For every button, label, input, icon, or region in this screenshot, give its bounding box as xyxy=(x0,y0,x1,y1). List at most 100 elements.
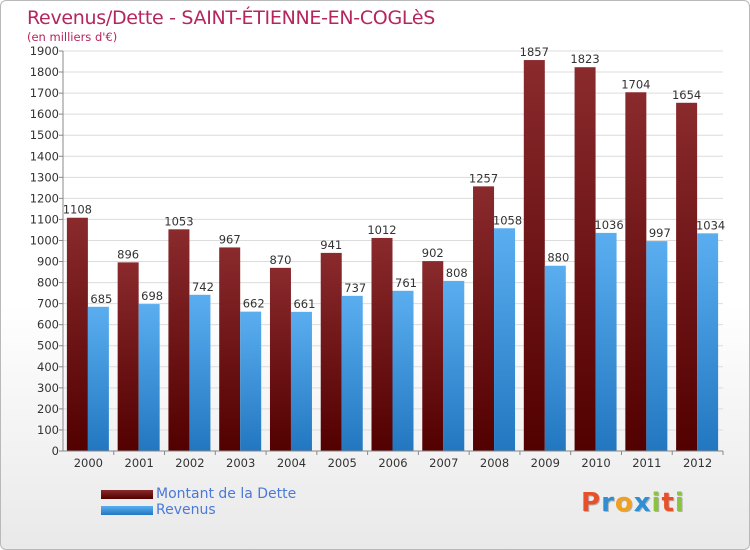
data-label-debt-2012: 1654 xyxy=(672,88,701,102)
legend-swatch-revenus xyxy=(101,506,153,515)
y-tick-label-700: 700 xyxy=(37,297,59,311)
data-label-revenus-2002: 742 xyxy=(192,280,214,294)
logo-letter-3: x xyxy=(633,488,652,518)
data-label-debt-2004: 870 xyxy=(269,253,291,267)
y-tick-label-1000: 1000 xyxy=(30,233,59,247)
bar-debt-2001 xyxy=(117,262,139,451)
x-tick-label-2005: 2005 xyxy=(328,456,357,470)
data-label-debt-2008: 1257 xyxy=(469,171,498,185)
chart-title: Revenus/Dette - SAINT-ÉTIENNE-EN-COGLèS xyxy=(27,7,435,29)
bar-revenus-2001 xyxy=(138,304,160,451)
data-label-revenus-2008: 1058 xyxy=(493,213,522,227)
data-label-debt-2005: 941 xyxy=(320,238,342,252)
data-label-revenus-2012: 1034 xyxy=(696,218,725,232)
y-tick-label-1100: 1100 xyxy=(30,212,59,226)
y-tick-label-200: 200 xyxy=(37,402,59,416)
x-tick-label-2009: 2009 xyxy=(531,456,560,470)
proxiti-logo: Proxiti xyxy=(581,488,685,518)
y-tick-label-300: 300 xyxy=(37,381,59,395)
bar-debt-2004 xyxy=(269,267,291,451)
logo-letter-1: r xyxy=(601,488,615,518)
bar-revenus-2004 xyxy=(290,311,312,451)
y-tick-label-1800: 1800 xyxy=(30,65,59,79)
bar-debt-2007 xyxy=(422,261,444,451)
bar-debt-2003 xyxy=(219,247,241,451)
x-tick-label-2008: 2008 xyxy=(480,456,509,470)
x-tick-label-2001: 2001 xyxy=(125,456,154,470)
bar-revenus-2012 xyxy=(697,233,719,451)
data-label-revenus-2009: 880 xyxy=(547,251,569,265)
y-tick-label-900: 900 xyxy=(37,255,59,269)
bar-revenus-2002 xyxy=(189,294,211,451)
bar-debt-2006 xyxy=(371,237,393,451)
y-tick-label-500: 500 xyxy=(37,339,59,353)
y-tick-label-400: 400 xyxy=(37,360,59,374)
logo-letter-0: P xyxy=(581,488,602,518)
bar-revenus-2011 xyxy=(646,241,668,451)
bar-revenus-2003 xyxy=(240,311,262,451)
data-label-debt-2007: 902 xyxy=(422,246,444,260)
data-label-debt-2000: 1108 xyxy=(63,203,92,217)
x-tick-label-2003: 2003 xyxy=(226,456,255,470)
bar-debt-2008 xyxy=(473,186,495,452)
data-label-debt-2001: 896 xyxy=(117,247,139,261)
logo-letter-6: i xyxy=(674,488,685,518)
data-label-revenus-2004: 661 xyxy=(293,297,315,311)
y-tick-label-0: 0 xyxy=(52,444,59,458)
bar-revenus-2000 xyxy=(87,306,109,451)
legend-label-revenus: Revenus xyxy=(156,502,216,518)
y-tick-label-100: 100 xyxy=(37,423,59,437)
bar-debt-2000 xyxy=(66,217,88,451)
data-label-debt-2009: 1857 xyxy=(520,45,549,59)
logo-letter-5: t xyxy=(661,488,675,518)
bar-revenus-2005 xyxy=(341,295,363,451)
bar-debt-2002 xyxy=(168,229,190,451)
bar-revenus-2008 xyxy=(494,228,516,451)
bar-debt-2011 xyxy=(625,92,647,452)
data-label-debt-2003: 967 xyxy=(219,232,241,246)
x-tick-label-2012: 2012 xyxy=(683,456,712,470)
bar-debt-2005 xyxy=(320,252,342,451)
data-label-revenus-2007: 808 xyxy=(446,266,468,280)
chart-subtitle: (en milliers d'€) xyxy=(27,30,118,44)
x-tick-label-2004: 2004 xyxy=(277,456,306,470)
y-tick-label-1700: 1700 xyxy=(30,86,59,100)
x-tick-label-2011: 2011 xyxy=(632,456,661,470)
y-tick-label-800: 800 xyxy=(37,276,59,290)
logo-letter-4: i xyxy=(651,488,662,518)
logo-letter-2: o xyxy=(614,488,634,518)
bar-revenus-2006 xyxy=(392,290,414,451)
y-tick-label-1600: 1600 xyxy=(30,107,59,121)
y-tick-label-1900: 1900 xyxy=(30,44,59,58)
bar-debt-2012 xyxy=(676,102,698,451)
data-label-revenus-2011: 997 xyxy=(649,226,671,240)
legend-swatch-debt xyxy=(101,490,153,499)
data-label-debt-2006: 1012 xyxy=(367,223,396,237)
data-label-debt-2010: 1823 xyxy=(570,52,599,66)
bar-revenus-2010 xyxy=(595,232,617,451)
y-tick-label-1400: 1400 xyxy=(30,149,59,163)
bar-debt-2009 xyxy=(523,60,545,451)
data-label-revenus-2005: 737 xyxy=(344,281,366,295)
data-label-debt-2011: 1704 xyxy=(621,77,650,91)
data-label-revenus-2000: 685 xyxy=(90,292,112,306)
data-label-debt-2002: 1053 xyxy=(164,214,193,228)
x-tick-label-2002: 2002 xyxy=(175,456,204,470)
bar-revenus-2007 xyxy=(443,280,465,451)
x-tick-label-2007: 2007 xyxy=(429,456,458,470)
x-tick-label-2006: 2006 xyxy=(378,456,407,470)
x-tick-label-2010: 2010 xyxy=(581,456,610,470)
bar-debt-2010 xyxy=(574,67,596,452)
y-tick-label-600: 600 xyxy=(37,318,59,332)
x-tick-label-2000: 2000 xyxy=(74,456,103,470)
bar-revenus-2009 xyxy=(544,265,566,451)
data-label-revenus-2010: 1036 xyxy=(594,218,623,232)
y-tick-label-1300: 1300 xyxy=(30,170,59,184)
legend-label-debt: Montant de la Dette xyxy=(156,486,297,502)
y-tick-label-1200: 1200 xyxy=(30,191,59,205)
y-tick-label-1500: 1500 xyxy=(30,128,59,142)
data-label-revenus-2003: 662 xyxy=(243,297,265,311)
data-label-revenus-2001: 698 xyxy=(141,289,163,303)
